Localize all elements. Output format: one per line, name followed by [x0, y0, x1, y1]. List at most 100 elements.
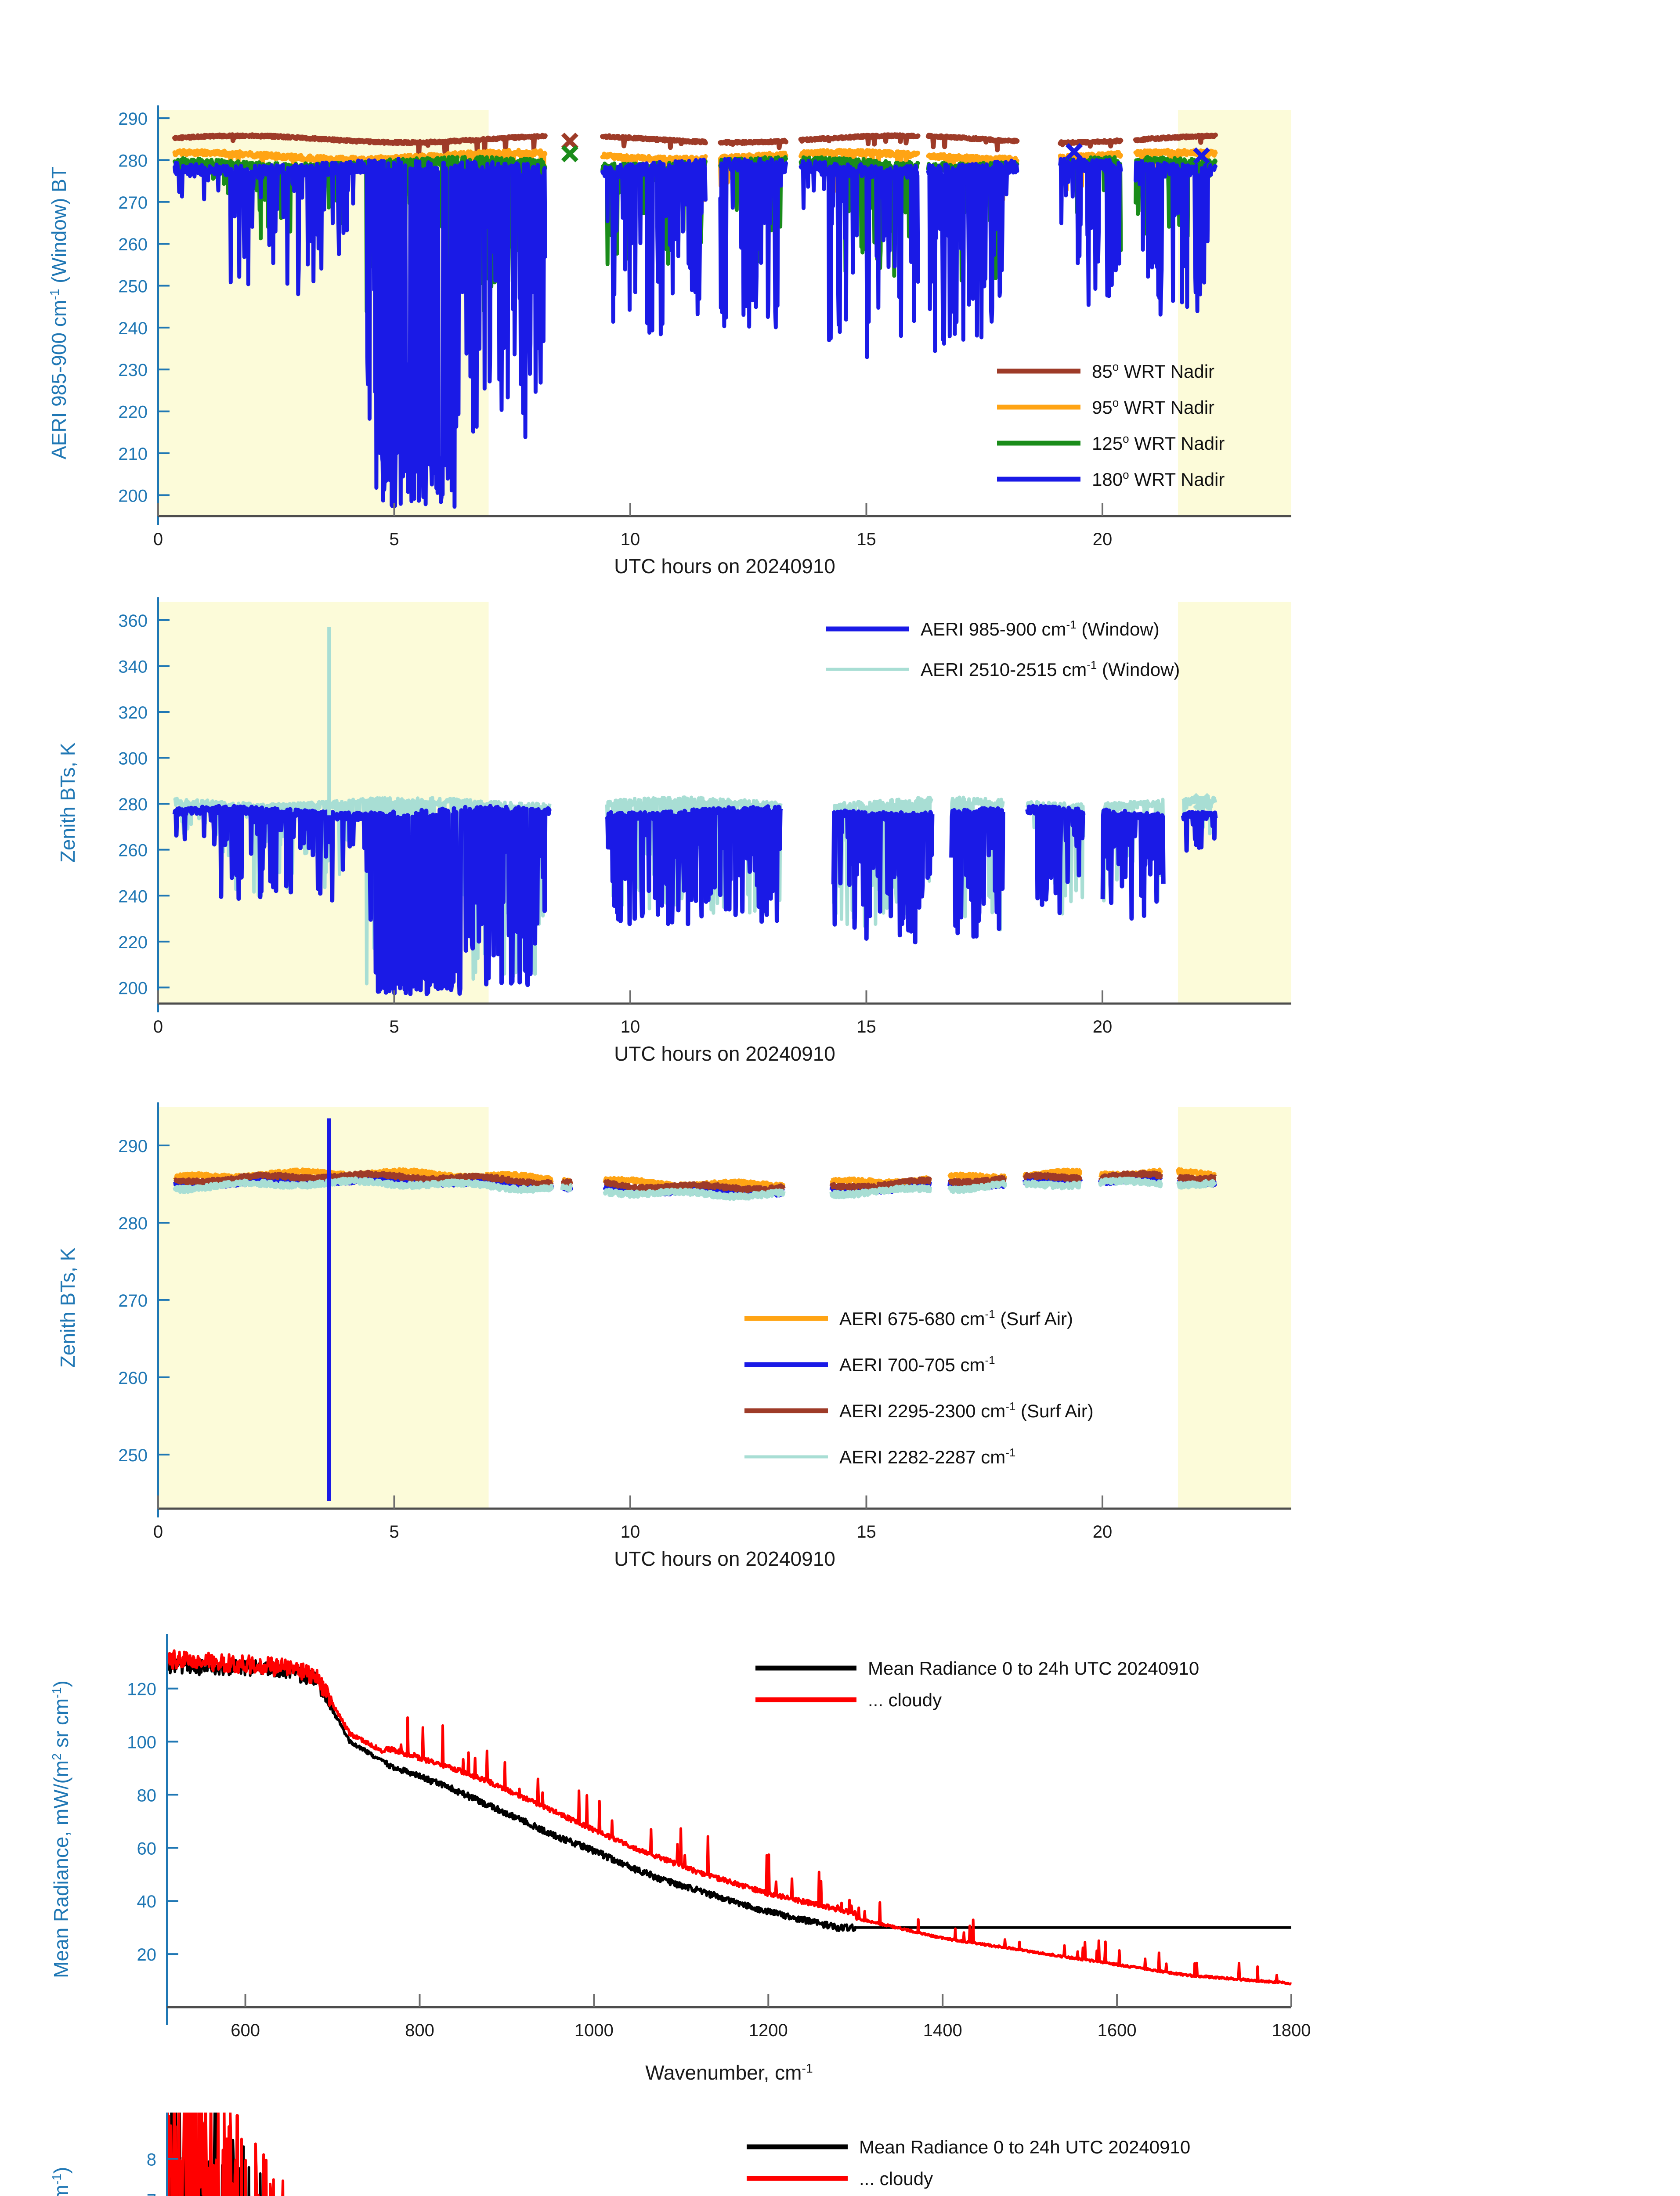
series-path: [560, 1183, 573, 1192]
series-path: [831, 795, 934, 928]
legend-panel1[interactable]: 85o WRT Nadir 95o WRT Nadir 125o WRT Nadir…: [997, 360, 1225, 490]
tick-label: 250: [118, 277, 148, 296]
axis-labels-panel4: Wavenumber, cm-1 Mean Radiance, mW/(m2 sr…: [50, 1680, 813, 2084]
x-axis-title: UTC hours on 20240910: [614, 555, 835, 578]
tick-label: 20: [1093, 1522, 1113, 1542]
legend-label[interactable]: ... cloudy: [859, 2168, 933, 2189]
tick-label: 600: [231, 2021, 260, 2040]
tick-label: 220: [118, 403, 148, 422]
series-path: [831, 808, 935, 945]
legend-label[interactable]: AERI 985-900 cm-1 (Window): [921, 618, 1160, 639]
series-lines-panel3: [173, 1118, 1218, 1501]
series-path: [1022, 1179, 1082, 1191]
legend-label[interactable]: AERI 2295-2300 cm-1 (Surf Air): [839, 1400, 1094, 1421]
data-marker-x: [1193, 793, 1210, 810]
series-path: [603, 1187, 786, 1201]
axes-panel2: 200 220 240 260 280 300 320 340 360 0 5 10 15 20: [118, 597, 1291, 1037]
series-path: [1058, 137, 1124, 149]
tick-label: 15: [856, 530, 876, 549]
tick-label: 20: [137, 1945, 157, 1965]
tick-label: 1600: [1098, 2021, 1137, 2040]
tick-label: 10: [621, 1017, 640, 1037]
tick-label: 230: [118, 361, 148, 380]
tick-label: 260: [118, 841, 148, 860]
series-lines-panel4: [166, 1649, 1292, 1986]
legend-label[interactable]: ... cloudy: [868, 1690, 942, 1710]
tick-label: 280: [118, 795, 148, 814]
series-path: [718, 137, 788, 150]
tick-label: 20: [1093, 1017, 1113, 1037]
panel-mean-radiance-lw: 20 40 60 80 100 120 600 800 1000 1200 1400 1600 1800…: [0, 1603, 1680, 2095]
series-path: [600, 152, 708, 202]
series-path: [166, 1649, 1292, 1986]
series-path: [173, 1170, 554, 1188]
data-marker-x: [1193, 147, 1210, 165]
tick-label: 120: [127, 1680, 156, 1699]
tick-label: 8: [147, 2150, 156, 2169]
tick-label: 250: [118, 1446, 148, 1465]
panel-mean-radiance-sw: 0123456781800200022002400260028003000 Me…: [0, 2095, 1680, 2196]
legend-label[interactable]: 85o WRT Nadir: [1092, 360, 1214, 382]
tick-label: 0: [153, 1522, 163, 1542]
series-path: [600, 157, 708, 336]
series-path: [947, 1174, 1007, 1187]
legend-label[interactable]: 180o WRT Nadir: [1092, 468, 1225, 490]
tick-label: 240: [118, 319, 148, 338]
tick-label: 5: [389, 1522, 399, 1542]
series-path: [1181, 810, 1218, 853]
series-path: [1133, 132, 1218, 145]
tick-label: 290: [118, 1137, 148, 1156]
legend-panel4[interactable]: Mean Radiance 0 to 24h UTC 20240910 ... c…: [755, 1658, 1199, 1710]
tick-label: 270: [118, 1291, 148, 1311]
series-path: [1023, 1171, 1083, 1183]
series-path: [166, 1656, 1292, 1932]
series-path: [172, 148, 548, 229]
axes-panel3: 250 260 270 280 290 0 5 10 15 20: [118, 1102, 1291, 1542]
panel5-svg: 0123456781800200022002400260028003000 Me…: [50, 2113, 1190, 2196]
legend-label[interactable]: AERI 2282-2287 cm-1: [839, 1446, 1015, 1467]
legend-panel2[interactable]: AERI 985-900 cm-1 (Window) AERI 2510-2515…: [826, 618, 1180, 680]
tick-label: 40: [137, 1892, 157, 1911]
tick-label: 15: [856, 1522, 876, 1542]
series-path: [1058, 157, 1123, 307]
legend-label[interactable]: 95o WRT Nadir: [1092, 396, 1214, 418]
legend-label[interactable]: AERI 700-705 cm-1: [839, 1354, 995, 1375]
panel2-svg: 200 220 240 260 280 300 320 340 360 0 5 10 15 20 AERI…: [56, 597, 1291, 1065]
tick-label: 260: [118, 235, 148, 254]
series-path: [798, 148, 921, 204]
legend-label[interactable]: AERI 675-680 cm-1 (Surf Air): [839, 1307, 1073, 1329]
series-path: [173, 156, 547, 509]
tick-label: 240: [118, 887, 148, 906]
tick-label: 210: [118, 444, 148, 464]
y-axis-title: Zenith BTs, K: [56, 742, 79, 863]
axes-panel4: 20 40 60 80 100 120 600 800 1000 1200 1400 1600 1800: [127, 1634, 1311, 2040]
data-marker-x: [561, 132, 578, 150]
x-axis-title: UTC hours on 20240910: [614, 1042, 835, 1065]
tick-label: 5: [389, 530, 399, 549]
series-path: [926, 152, 1019, 211]
panel-aeri-window-bt: 200 210 220 230 240 250 260 270 280 290 0 5 10 15 20 8…: [0, 0, 1680, 593]
series-path: [798, 132, 921, 147]
legend-panel3[interactable]: AERI 675-680 cm-1 (Surf Air) AERI 700-705…: [744, 1307, 1094, 1467]
legend-label[interactable]: 125o WRT Nadir: [1092, 432, 1225, 454]
series-path: [949, 806, 1005, 939]
legend-label[interactable]: Mean Radiance 0 to 24h UTC 20240910: [859, 2137, 1190, 2157]
tick-label: 300: [118, 749, 148, 769]
panel-zenith-bts-surfair: 250 260 270 280 290 0 5 10 15 20 AERI 675-680 cm-…: [0, 1098, 1680, 1603]
axes-panel1: 200 210 220 230 240 250 260 270 280 290 0 5 10 15 20: [118, 105, 1291, 549]
x-axis-title: UTC hours on 20240910: [614, 1547, 835, 1570]
data-marker-x: [1065, 143, 1083, 160]
series-lines-panel2: [172, 627, 1218, 997]
tick-label: 0: [153, 1017, 163, 1037]
panel-zenith-bts-window: 200 220 240 260 280 300 320 340 360 0 5 10 15 20 AERI…: [0, 593, 1680, 1098]
tick-label: 280: [118, 1214, 148, 1233]
series-path: [1098, 1176, 1163, 1188]
series-path: [600, 133, 708, 150]
legend-label[interactable]: AERI 2510-2515 cm-1 (Window): [921, 658, 1180, 680]
legend-panel5[interactable]: Mean Radiance 0 to 24h UTC 20240910 ... c…: [747, 2137, 1190, 2189]
legend-label[interactable]: Mean Radiance 0 to 24h UTC 20240910: [868, 1658, 1199, 1679]
series-path: [605, 804, 783, 926]
x-axis-title: Wavenumber, cm-1: [645, 2061, 813, 2084]
